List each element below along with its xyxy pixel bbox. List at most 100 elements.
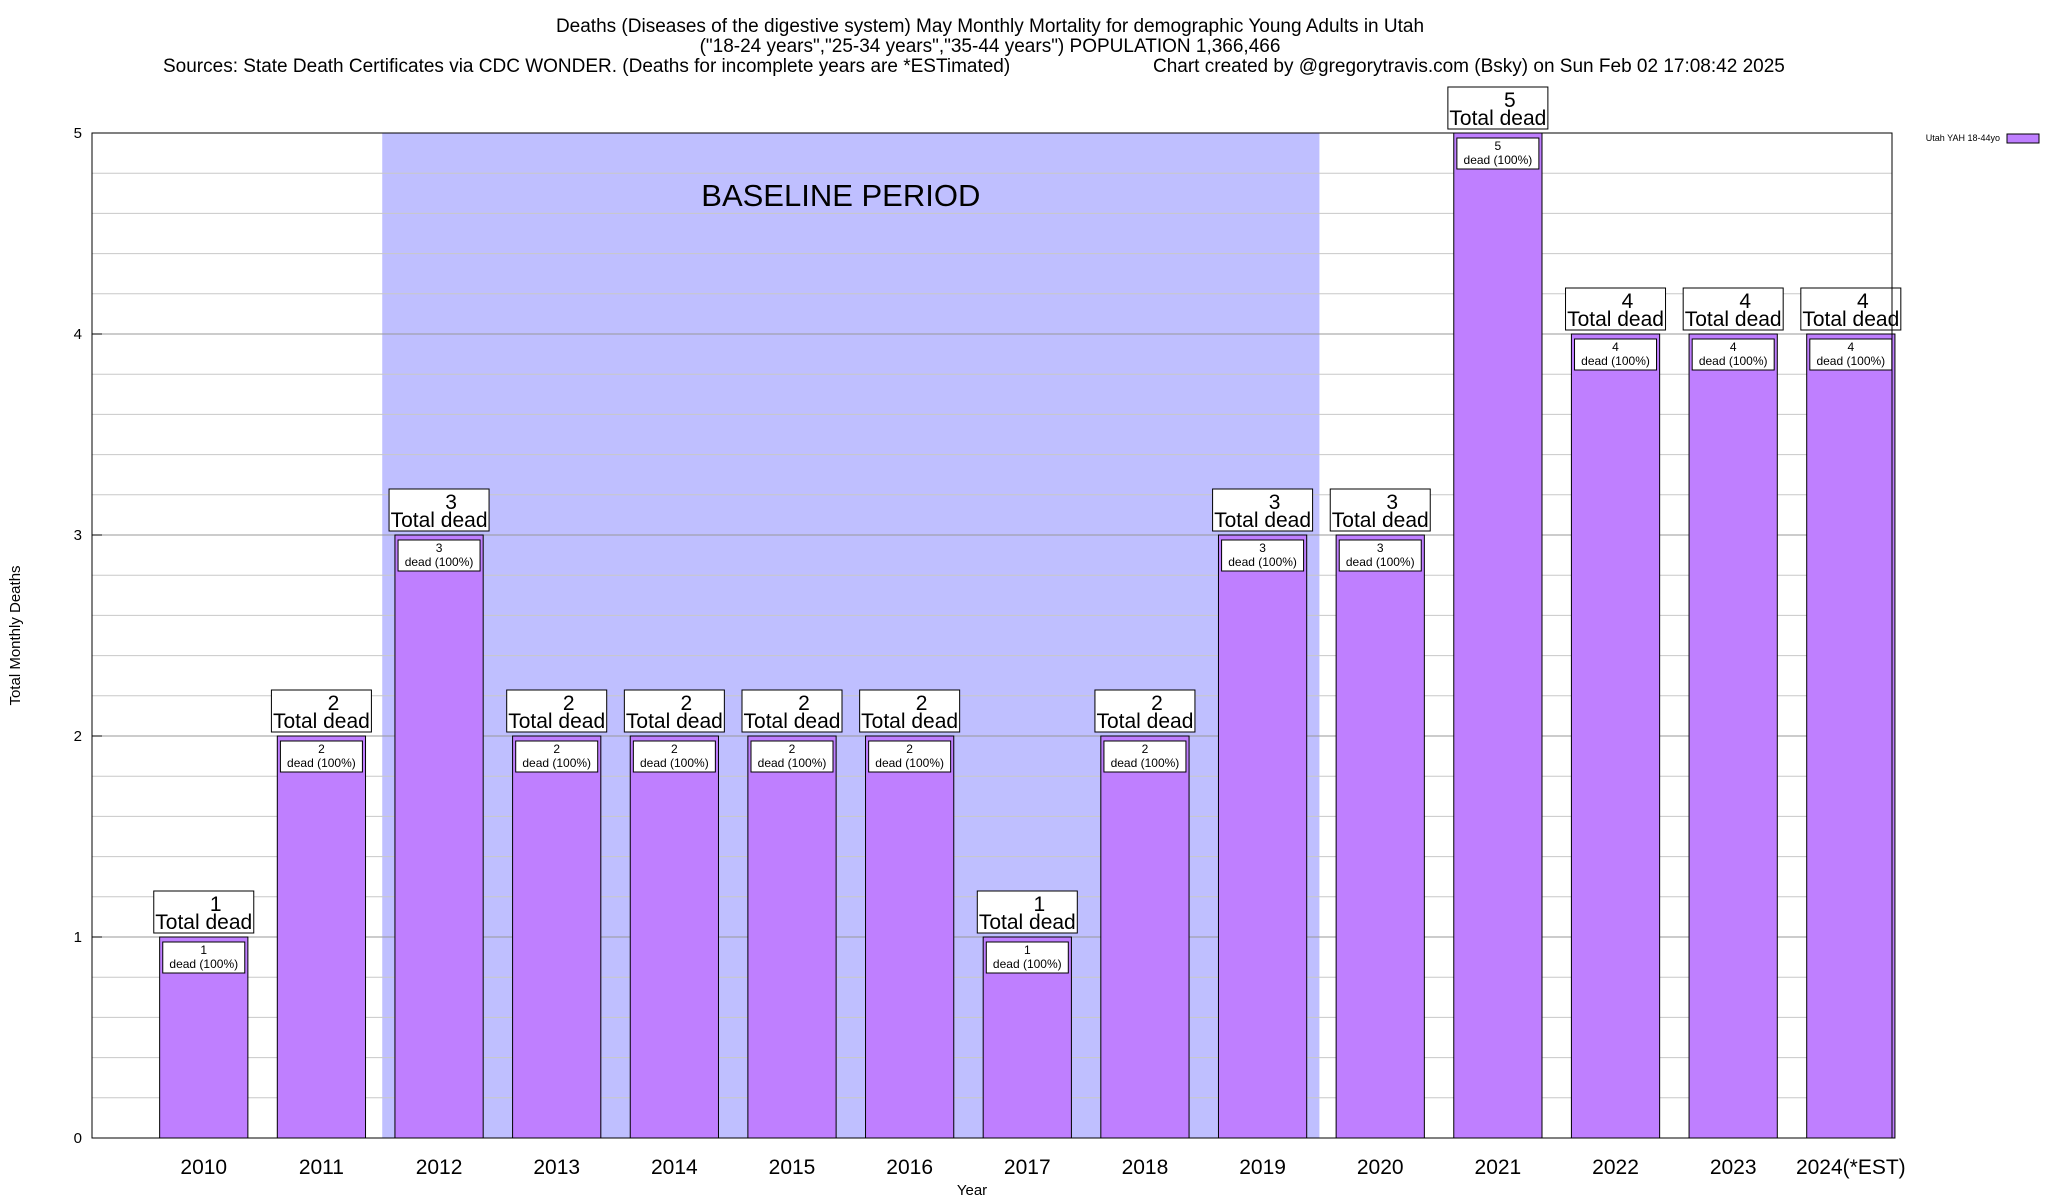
bar-top-count: 4 (1739, 290, 1751, 313)
bar-top-count: 2 (916, 692, 928, 715)
bar-inner-label-box (279, 740, 363, 773)
chart-sources: Sources: State Death Certificates via CD… (163, 56, 1010, 77)
bar-inner-count: 2 (789, 742, 796, 756)
bar-top-count: 3 (1269, 491, 1281, 514)
bar-inner-label: dead (100%) (1464, 153, 1533, 167)
y-tick-label: 0 (74, 1130, 82, 1147)
bar-top-label-box (859, 689, 961, 733)
bar-2016 (865, 735, 955, 1139)
bar-inner-label-box (868, 740, 952, 773)
bar-inner-label-box (515, 740, 599, 773)
bar-top-label-box (153, 890, 255, 934)
baseline-band-label: BASELINE PERIOD (701, 178, 980, 213)
x-tick-label: 2024(*EST) (1796, 1156, 1906, 1179)
bar-top-count: 2 (328, 692, 340, 715)
x-tick-label: 2016 (886, 1156, 933, 1179)
bar-inner-count: 4 (1612, 340, 1619, 354)
bar-top-label: Total dead (155, 911, 252, 934)
bar-2015 (747, 735, 837, 1139)
bar-top-label-box (388, 488, 490, 532)
bar-inner-label: dead (100%) (640, 756, 709, 770)
bar-2019 (1217, 534, 1308, 1139)
bar-inner-label: dead (100%) (993, 957, 1062, 971)
bar-top-label: Total dead (1214, 509, 1311, 532)
bar-2022 (1570, 333, 1661, 1139)
bar-inner-label-box (1221, 539, 1305, 572)
bar-top-count: 2 (563, 692, 575, 715)
bar-top-count: 3 (1386, 491, 1398, 514)
bar-inner-label-box (397, 539, 481, 572)
bar-top-count: 3 (445, 491, 457, 514)
bar-inner-label-box (1809, 338, 1893, 371)
bar-inner-count: 2 (1142, 742, 1149, 756)
bar-top-label: Total dead (1685, 308, 1782, 331)
bar-inner-count: 1 (200, 943, 207, 957)
bar-inner-label: dead (100%) (1228, 555, 1297, 569)
bar-top-label-box (1682, 287, 1784, 331)
bar-inner-count: 4 (1730, 340, 1737, 354)
bar-top-label: Total dead (1567, 308, 1664, 331)
plot-frame (91, 132, 1893, 1139)
bar-inner-count: 2 (671, 742, 678, 756)
x-tick-label: 2020 (1357, 1156, 1404, 1179)
chart-subtitle: ("18-24 years","25-34 years","35-44 year… (700, 36, 1281, 57)
bar-2021 (1453, 132, 1543, 1139)
bar-top-label: Total dead (508, 710, 605, 733)
chart-title: Deaths (Diseases of the digestive system… (556, 16, 1424, 37)
bar-inner-label-box (985, 941, 1069, 974)
bar-top-count: 1 (1033, 893, 1045, 916)
legend-swatch (2006, 133, 2040, 144)
bar-inner-label-box (1691, 338, 1775, 371)
bar-inner-count: 3 (1377, 541, 1384, 555)
bar-top-count: 2 (798, 692, 810, 715)
bar-inner-label: dead (100%) (287, 756, 356, 770)
bar-inner-count: 1 (1024, 943, 1031, 957)
bar-top-label: Total dead (1332, 509, 1429, 532)
bar-top-count: 5 (1504, 89, 1516, 112)
bar-top-count: 4 (1622, 290, 1634, 313)
bar-inner-count: 2 (318, 742, 325, 756)
bar-inner-count: 2 (906, 742, 913, 756)
bar-2014 (629, 735, 719, 1139)
x-tick-label: 2018 (1122, 1156, 1169, 1179)
bar-inner-label: dead (100%) (1581, 354, 1650, 368)
bar-inner-label: dead (100%) (169, 957, 238, 971)
bar-top-label: Total dead (626, 710, 723, 733)
bar-top-label-box (976, 890, 1078, 934)
bar-top-label-box (623, 689, 725, 733)
bar-top-label-box (741, 689, 843, 733)
bar-top-label: Total dead (1802, 308, 1899, 331)
x-tick-label: 2011 (299, 1156, 344, 1179)
y-tick-label: 2 (74, 728, 82, 745)
bar-top-label: Total dead (273, 710, 370, 733)
bar-top-label: Total dead (979, 911, 1076, 934)
x-tick-label: 2021 (1475, 1156, 1522, 1179)
bar-inner-count: 5 (1495, 139, 1502, 153)
y-axis-label: Total Monthly Deaths (7, 565, 24, 705)
bar-inner-label-box (162, 941, 246, 974)
x-tick-label: 2015 (769, 1156, 816, 1179)
bar-inner-label: dead (100%) (1346, 555, 1415, 569)
bar-inner-label: dead (100%) (1111, 756, 1180, 770)
bar-2024(*EST) (1806, 333, 1896, 1139)
bar-top-label-box (1329, 488, 1431, 532)
y-tick-label: 1 (74, 929, 82, 946)
bar-top-label-box (1212, 488, 1314, 532)
bar-2020 (1335, 534, 1425, 1139)
bar-inner-label: dead (100%) (758, 756, 827, 770)
x-tick-label: 2019 (1239, 1156, 1286, 1179)
bar-inner-count: 3 (436, 541, 443, 555)
bar-inner-label: dead (100%) (1816, 354, 1885, 368)
chart-credit: Chart created by @gregorytravis.com (Bsk… (1153, 56, 1785, 77)
bar-inner-label-box (1574, 338, 1658, 371)
bar-top-count: 4 (1857, 290, 1869, 313)
bar-inner-label-box (750, 740, 834, 773)
bar-top-count: 2 (1151, 692, 1163, 715)
bar-top-label-box (506, 689, 608, 733)
bar-inner-label: dead (100%) (875, 756, 944, 770)
bar-inner-label-box (1338, 539, 1422, 572)
bar-inner-label: dead (100%) (522, 756, 591, 770)
legend: Utah YAH 18-44yo (1926, 133, 2040, 144)
bar-2012 (394, 534, 484, 1139)
